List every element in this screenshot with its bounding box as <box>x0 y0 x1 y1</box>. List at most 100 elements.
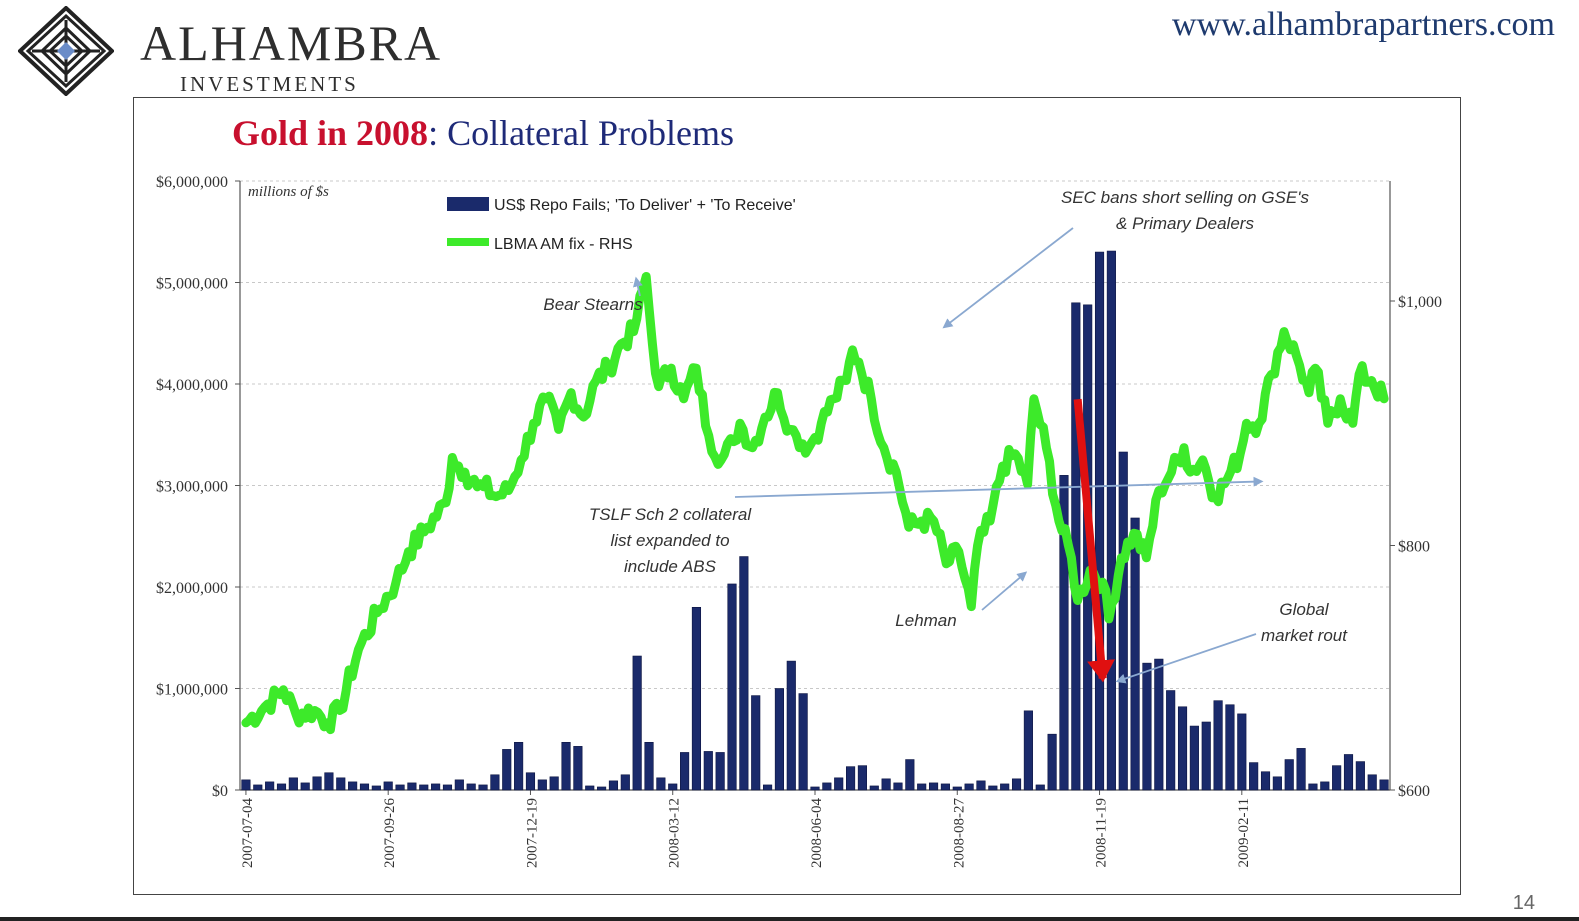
repo-fail-bar <box>680 752 690 791</box>
x-tick-label: 2007-09-26 <box>382 798 398 868</box>
left-tick-label: $3,000,000 <box>156 479 228 496</box>
repo-fail-bar <box>383 781 393 791</box>
repo-fail-bar <box>869 785 879 791</box>
x-tick-label: 2008-08-27 <box>951 798 967 868</box>
repo-fail-bar <box>1035 784 1045 791</box>
left-tick-label: $1,000,000 <box>156 682 228 699</box>
left-tick-label: $2,000,000 <box>156 580 228 597</box>
repo-fail-bar <box>668 783 678 791</box>
repo-fail-bar <box>928 782 939 791</box>
logo-name: ALHAMBRA <box>140 15 443 71</box>
x-tick-label: 2007-07-04 <box>240 798 256 868</box>
repo-fail-bar <box>300 782 310 791</box>
repo-fail-bar <box>597 786 607 791</box>
annotation-global-rout: Global market rout <box>1261 600 1348 645</box>
repo-fail-bar <box>798 693 808 791</box>
repo-fail-bar <box>324 772 334 791</box>
repo-fail-bar <box>1106 250 1116 791</box>
repo-fail-bar <box>905 759 915 791</box>
repo-fail-bar <box>1225 704 1235 791</box>
repo-fail-bar <box>1213 700 1223 791</box>
legend-label-bars: US$ Repo Fails; 'To Deliver' + 'To Recei… <box>494 197 796 214</box>
repo-fail-bar <box>241 779 251 791</box>
repo-fail-bar <box>774 688 785 791</box>
legend: US$ Repo Fails; 'To Deliver' + 'To Recei… <box>447 197 796 253</box>
repo-fail-bar <box>1047 733 1057 791</box>
repo-fail-bar <box>525 772 536 791</box>
legend-label-line: LBMA AM fix - RHS <box>494 236 633 253</box>
chart-frame <box>133 97 1461 895</box>
repo-fail-bar <box>265 781 275 791</box>
repo-fail-bar <box>1059 475 1069 791</box>
annotation-global-rout-text: Global <box>1279 600 1329 619</box>
repo-fail-bar <box>715 752 725 791</box>
repo-fail-bar <box>1249 762 1259 791</box>
repo-fail-bar <box>348 781 358 791</box>
repo-fail-bar <box>727 583 737 791</box>
repo-fail-bar <box>893 782 903 791</box>
repo-fail-bar <box>1343 754 1354 791</box>
annotation-sec-bans: SEC bans short selling on GSE's & Primary… <box>1061 188 1309 233</box>
repo-fail-bar <box>1094 251 1105 791</box>
repo-fail-bar <box>1379 779 1389 791</box>
arrow-bear-stearns <box>632 276 643 297</box>
annotation-sec-bans-text: & Primary Dealers <box>1116 214 1254 233</box>
repo-fail-bar <box>964 783 974 791</box>
repo-fail-bar <box>359 783 370 791</box>
repo-fail-bar <box>739 556 749 791</box>
repo-fail-bar <box>881 778 891 791</box>
unit-note: millions of $s <box>248 184 329 200</box>
repo-fail-bar <box>1320 781 1330 791</box>
annotation-tslf: TSLF Sch 2 collateral list expanded to inc… <box>589 505 752 576</box>
repo-fail-bar <box>608 780 619 791</box>
repo-fails-bars <box>241 250 1389 791</box>
x-tick-label: 2009-02-11 <box>1236 798 1252 867</box>
arrow-sec-bans <box>942 227 1074 329</box>
repo-fail-bar <box>478 784 488 791</box>
repo-fail-bar <box>466 783 476 791</box>
repo-fail-bar <box>845 766 856 791</box>
repo-fail-bar <box>763 784 773 791</box>
annotation-tslf-text: list expanded to <box>610 531 729 550</box>
page-number: 14 <box>1512 892 1535 914</box>
repo-fail-bar <box>703 751 713 791</box>
chart-title-collateral: : Collateral Problems <box>428 113 735 153</box>
repo-fail-bar <box>336 777 346 791</box>
repo-fail-bar <box>1023 710 1033 791</box>
bottom-rule <box>0 917 1579 921</box>
repo-fail-bar <box>1154 658 1164 791</box>
repo-fail-bar <box>1272 776 1282 791</box>
repo-fail-bar <box>1308 783 1318 791</box>
repo-fail-bar <box>419 784 429 791</box>
left-tick-label: $4,000,000 <box>156 377 228 394</box>
repo-fail-bar <box>288 777 298 791</box>
x-tick-label: 2008-06-04 <box>809 798 825 868</box>
left-tick-label: $6,000,000 <box>156 174 228 191</box>
repo-fail-bar <box>1177 706 1188 791</box>
repo-fail-bar <box>1284 759 1294 791</box>
annotation-tslf-text: include ABS <box>624 557 717 576</box>
repo-fail-bar <box>549 776 559 791</box>
repo-fail-bar <box>1011 778 1022 791</box>
annotation-sec-bans-text: SEC bans short selling on GSE's <box>1061 188 1309 207</box>
repo-fail-bar <box>276 783 287 791</box>
repo-fail-bar <box>1130 517 1140 791</box>
repo-fail-bar <box>1355 761 1365 791</box>
logo-subtitle: INVESTMENTS <box>180 72 359 96</box>
repo-fail-bar <box>407 782 417 791</box>
site-url: www.alhambrapartners.com <box>1172 6 1555 43</box>
repo-fail-bar <box>431 783 441 791</box>
repo-fail-bar <box>395 784 405 791</box>
repo-fail-bar <box>988 785 998 791</box>
repo-fail-bar <box>620 774 630 791</box>
diamond-logo-icon <box>18 6 114 96</box>
repo-fail-bar <box>371 785 381 791</box>
repo-fail-bar <box>454 779 464 791</box>
right-axis-ticks: $600 $800 $1,000 <box>1390 294 1442 800</box>
repo-fail-bar <box>253 784 263 791</box>
repo-fail-bar <box>1201 721 1211 791</box>
repo-fail-bar <box>1142 662 1152 791</box>
repo-fail-bar <box>490 774 500 791</box>
repo-fail-bar <box>917 783 927 791</box>
right-tick-label: $600 <box>1398 783 1430 800</box>
